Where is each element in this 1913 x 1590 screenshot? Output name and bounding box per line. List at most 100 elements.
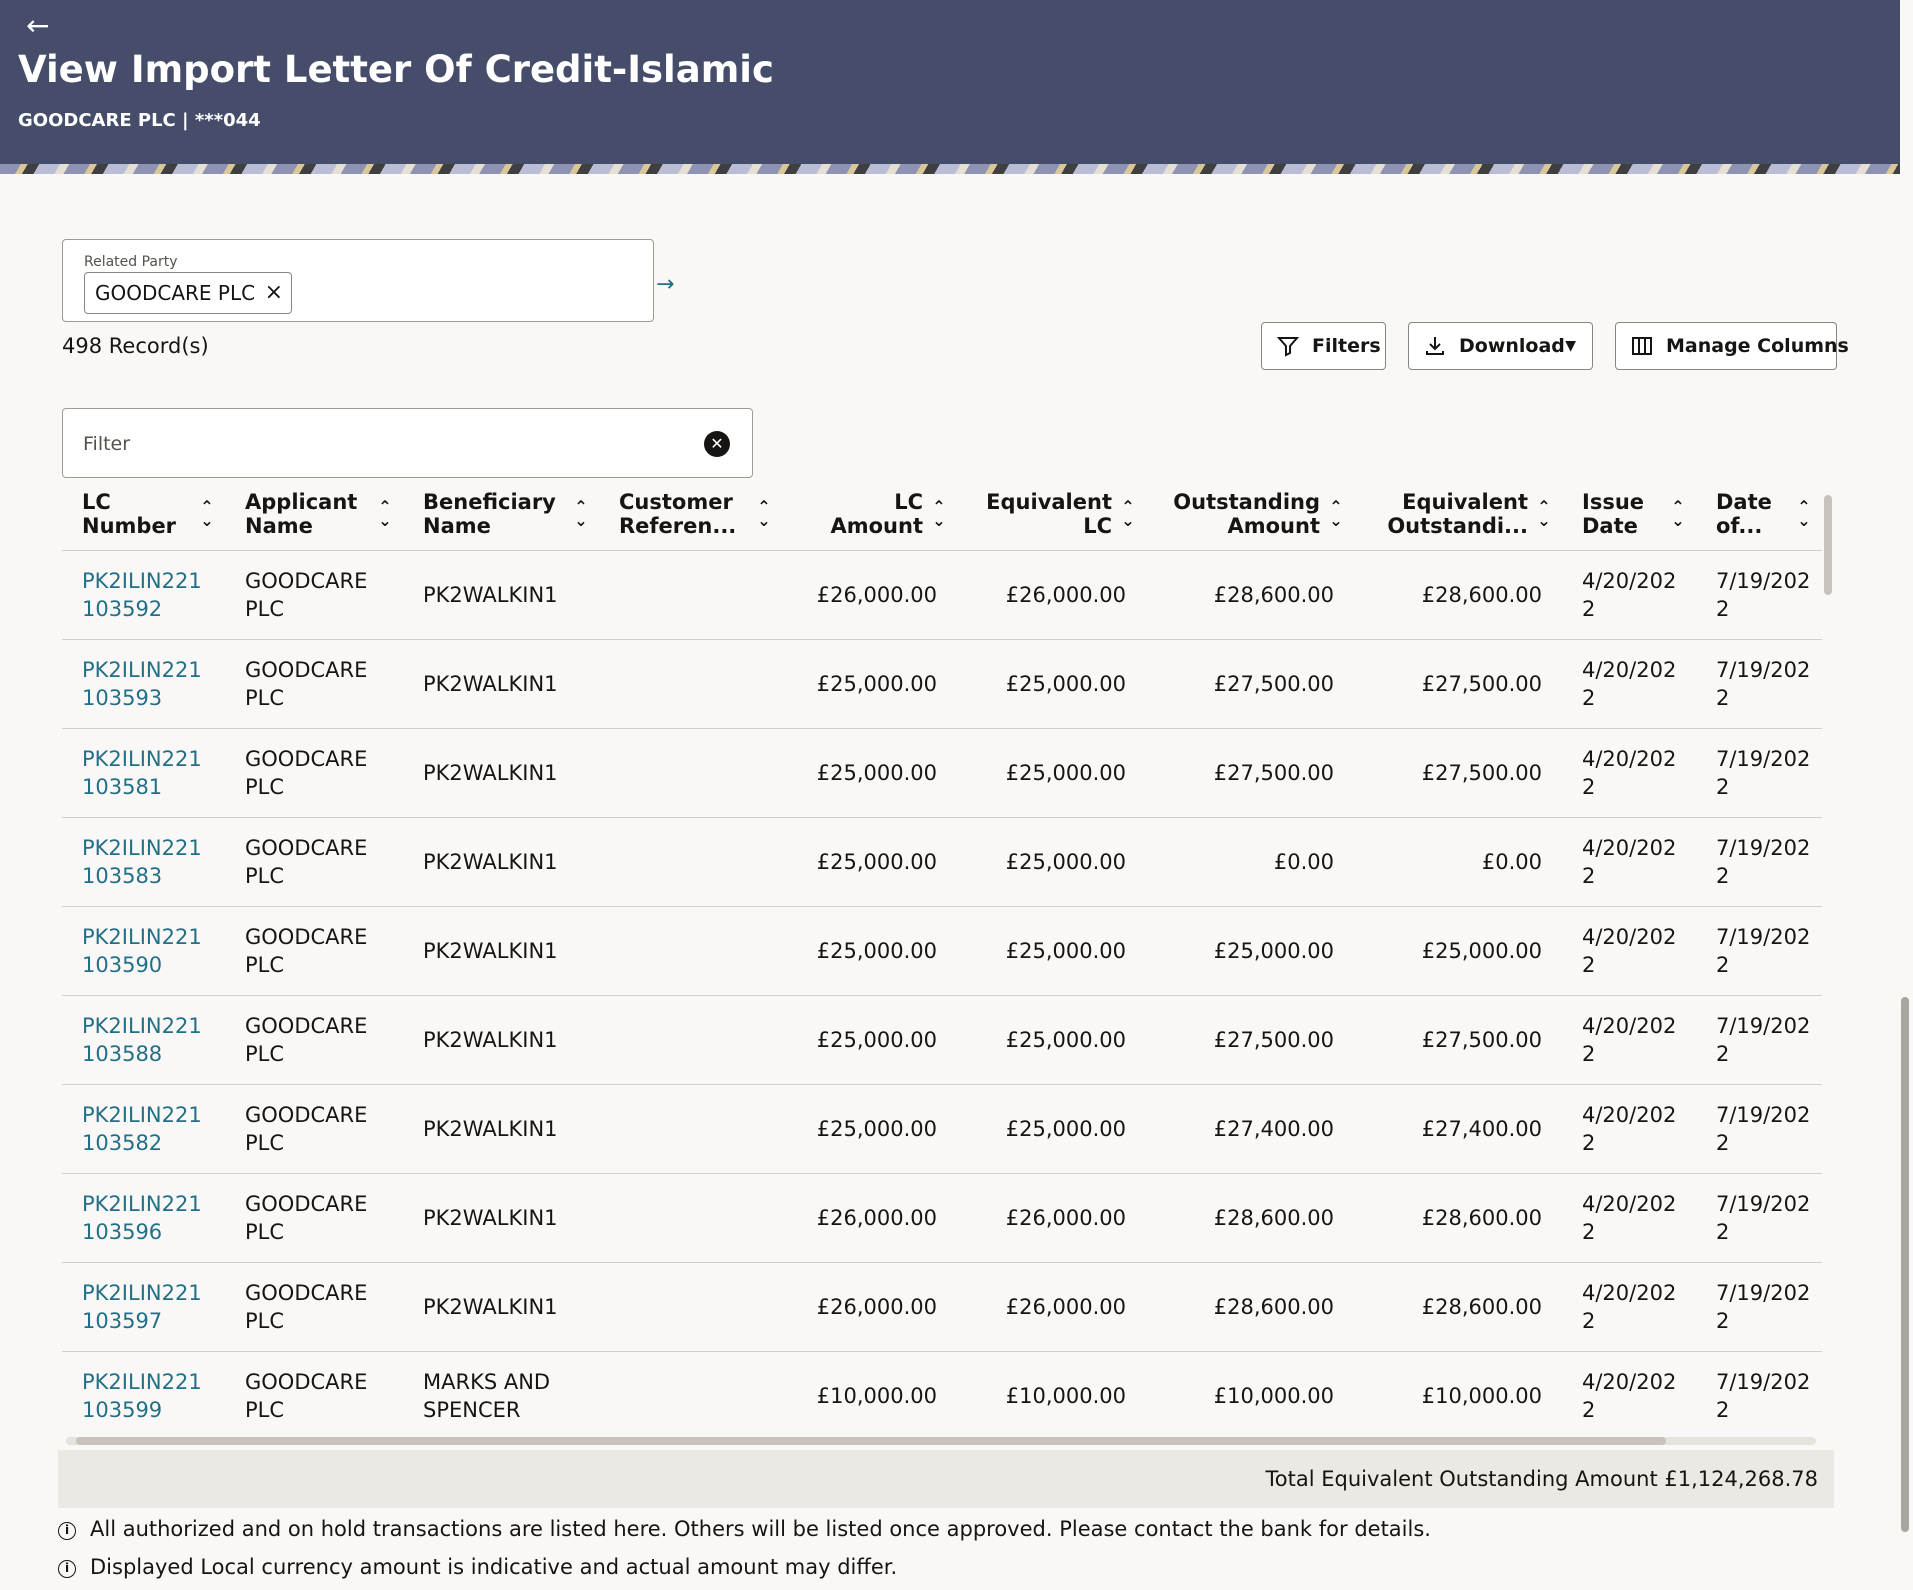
beneficiary-name: PK2WALKIN1 bbox=[423, 1205, 558, 1230]
filter-input[interactable] bbox=[83, 427, 663, 461]
lc-number-link[interactable]: PK2ILIN221103583 bbox=[82, 835, 202, 888]
column-header[interactable]: Date of... ⌃ ⌄ bbox=[1696, 478, 1822, 551]
table-row[interactable]: PK2ILIN221103590 GOODCARE PLC PK2WALKIN1 £2… bbox=[62, 906, 1822, 996]
back-arrow-icon[interactable]: ← bbox=[26, 9, 50, 42]
date-of-cell: 7/19/2022 bbox=[1696, 639, 1822, 729]
chevron-down-icon: ▼ bbox=[1565, 338, 1576, 354]
sort-icon[interactable]: ⌃ ⌄ bbox=[200, 496, 214, 530]
table-row[interactable]: PK2ILIN221103599 GOODCARE PLC MARKS AND SP… bbox=[62, 1351, 1822, 1440]
column-header[interactable]: LC Amount ⌃ ⌄ bbox=[782, 478, 957, 551]
lc-number-link[interactable]: PK2ILIN221103596 bbox=[82, 1191, 202, 1244]
sort-icon[interactable]: ⌃ ⌄ bbox=[1671, 496, 1685, 530]
date-of: 7/19/2022 bbox=[1716, 1369, 1811, 1422]
table-row[interactable]: PK2ILIN221103581 GOODCARE PLC PK2WALKIN1 £2… bbox=[62, 728, 1822, 818]
date-of-cell: 7/19/2022 bbox=[1696, 1084, 1822, 1174]
applicant-name-cell: GOODCARE PLC bbox=[225, 817, 403, 907]
column-header[interactable]: Applicant Name ⌃ ⌄ bbox=[225, 478, 403, 551]
sort-icon[interactable]: ⌃ ⌄ bbox=[1537, 496, 1551, 530]
customer-reference-cell bbox=[599, 550, 782, 640]
equivalent-outstanding: £27,500.00 bbox=[1421, 760, 1542, 785]
equivalent-outstanding: £10,000.00 bbox=[1421, 1383, 1542, 1408]
filters-button-label: Filters bbox=[1312, 335, 1381, 357]
date-of-cell: 7/19/2022 bbox=[1696, 1262, 1822, 1352]
outstanding-amount: £27,500.00 bbox=[1213, 1027, 1334, 1052]
sort-icon[interactable]: ⌃ ⌄ bbox=[1797, 496, 1811, 530]
page-header: ← View Import Letter Of Credit-Islamic G… bbox=[0, 0, 1900, 174]
manage-columns-button-label: Manage Columns bbox=[1666, 335, 1849, 357]
download-button[interactable]: Download ▼ bbox=[1408, 322, 1593, 370]
applicant-name: GOODCARE PLC bbox=[245, 1191, 368, 1244]
applicant-name: GOODCARE PLC bbox=[245, 1280, 368, 1333]
issue-date-cell: 4/20/2022 bbox=[1562, 550, 1696, 640]
outstanding-amount: £27,500.00 bbox=[1213, 760, 1334, 785]
table-row[interactable]: PK2ILIN221103588 GOODCARE PLC PK2WALKIN1 £2… bbox=[62, 995, 1822, 1085]
lc-number-link[interactable]: PK2ILIN221103597 bbox=[82, 1280, 202, 1333]
horizontal-scrollbar-thumb[interactable] bbox=[76, 1437, 1666, 1445]
lc-amount-cell: £25,000.00 bbox=[782, 995, 957, 1085]
sort-icon[interactable]: ⌃ ⌄ bbox=[378, 496, 392, 530]
related-party-field[interactable]: Related Party GOODCARE PLC × bbox=[62, 239, 654, 322]
sort-icon[interactable]: ⌃ ⌄ bbox=[574, 496, 588, 530]
equivalent-lc: £25,000.00 bbox=[1005, 760, 1126, 785]
filters-button[interactable]: Filters bbox=[1261, 322, 1386, 370]
outstanding-amount: £28,600.00 bbox=[1213, 1294, 1334, 1319]
page-scrollbar-thumb[interactable] bbox=[1901, 997, 1909, 1532]
sort-icon[interactable]: ⌃ ⌄ bbox=[932, 496, 946, 530]
table-vertical-scrollbar-thumb[interactable] bbox=[1824, 495, 1832, 595]
outstanding-amount: £10,000.00 bbox=[1213, 1383, 1334, 1408]
date-of: 7/19/2022 bbox=[1716, 568, 1811, 621]
equivalent-outstanding-cell: £27,500.00 bbox=[1354, 639, 1562, 729]
customer-reference-cell bbox=[599, 1262, 782, 1352]
horizontal-scrollbar[interactable] bbox=[66, 1437, 1816, 1445]
column-header-label: Equivalent Outstandi... bbox=[1387, 489, 1528, 538]
sort-icon[interactable]: ⌃ ⌄ bbox=[1329, 496, 1343, 530]
lc-number-link[interactable]: PK2ILIN221103599 bbox=[82, 1369, 202, 1422]
lc-number-link[interactable]: PK2ILIN221103588 bbox=[82, 1013, 202, 1066]
chip-remove-icon[interactable]: × bbox=[264, 280, 284, 305]
column-header[interactable]: LC Number ⌃ ⌄ bbox=[62, 478, 225, 551]
download-button-label: Download bbox=[1459, 335, 1565, 357]
equivalent-outstanding-cell: £27,500.00 bbox=[1354, 728, 1562, 818]
equivalent-outstanding: £27,400.00 bbox=[1421, 1116, 1542, 1141]
column-header[interactable]: Equivalent LC ⌃ ⌄ bbox=[957, 478, 1146, 551]
column-header[interactable]: Equivalent Outstandi... ⌃ ⌄ bbox=[1354, 478, 1562, 551]
table-row[interactable]: PK2ILIN221103596 GOODCARE PLC PK2WALKIN1 £2… bbox=[62, 1173, 1822, 1263]
equivalent-lc-cell: £25,000.00 bbox=[957, 1084, 1146, 1174]
outstanding-amount-cell: £27,500.00 bbox=[1146, 639, 1354, 729]
beneficiary-name-cell: PK2WALKIN1 bbox=[403, 906, 599, 996]
lc-number-link[interactable]: PK2ILIN221103590 bbox=[82, 924, 202, 977]
issue-date: 4/20/2022 bbox=[1582, 746, 1677, 799]
outstanding-amount: £25,000.00 bbox=[1213, 938, 1334, 963]
beneficiary-name-cell: PK2WALKIN1 bbox=[403, 728, 599, 818]
issue-date-cell: 4/20/2022 bbox=[1562, 906, 1696, 996]
applicant-name-cell: GOODCARE PLC bbox=[225, 728, 403, 818]
outstanding-amount: £28,600.00 bbox=[1213, 582, 1334, 607]
issue-date: 4/20/2022 bbox=[1582, 657, 1677, 710]
lc-number-link[interactable]: PK2ILIN221103592 bbox=[82, 568, 202, 621]
related-party-go-arrow-icon[interactable]: → bbox=[656, 272, 675, 297]
column-header[interactable]: Customer Referen... ⌃ ⌄ bbox=[599, 478, 782, 551]
table-row[interactable]: PK2ILIN221103593 GOODCARE PLC PK2WALKIN1 £2… bbox=[62, 639, 1822, 729]
table-row[interactable]: PK2ILIN221103582 GOODCARE PLC PK2WALKIN1 £2… bbox=[62, 1084, 1822, 1174]
sort-icon[interactable]: ⌃ ⌄ bbox=[1121, 496, 1135, 530]
equivalent-lc: £25,000.00 bbox=[1005, 1116, 1126, 1141]
outstanding-amount: £28,600.00 bbox=[1213, 1205, 1334, 1230]
column-header[interactable]: Outstanding Amount ⌃ ⌄ bbox=[1146, 478, 1354, 551]
lc-number-link[interactable]: PK2ILIN221103593 bbox=[82, 657, 202, 710]
table-row[interactable]: PK2ILIN221103597 GOODCARE PLC PK2WALKIN1 £2… bbox=[62, 1262, 1822, 1352]
column-header[interactable]: Issue Date ⌃ ⌄ bbox=[1562, 478, 1696, 551]
equivalent-outstanding: £28,600.00 bbox=[1421, 1205, 1542, 1230]
manage-columns-button[interactable]: Manage Columns bbox=[1615, 322, 1849, 370]
lc-number-link[interactable]: PK2ILIN221103581 bbox=[82, 746, 202, 799]
lc-amount-cell: £26,000.00 bbox=[782, 550, 957, 640]
lc-number-link[interactable]: PK2ILIN221103582 bbox=[82, 1102, 202, 1155]
table-row[interactable]: PK2ILIN221103592 GOODCARE PLC PK2WALKIN1 £2… bbox=[62, 550, 1822, 640]
clear-filter-icon[interactable]: ✕ bbox=[704, 431, 730, 457]
date-of: 7/19/2022 bbox=[1716, 835, 1811, 888]
equivalent-lc: £26,000.00 bbox=[1005, 1205, 1126, 1230]
table-vertical-scrollbar[interactable] bbox=[1824, 485, 1832, 1435]
column-header[interactable]: Beneficiary Name ⌃ ⌄ bbox=[403, 478, 599, 551]
equivalent-outstanding: £27,500.00 bbox=[1421, 671, 1542, 696]
sort-icon[interactable]: ⌃ ⌄ bbox=[757, 496, 771, 530]
table-row[interactable]: PK2ILIN221103583 GOODCARE PLC PK2WALKIN1 £2… bbox=[62, 817, 1822, 907]
